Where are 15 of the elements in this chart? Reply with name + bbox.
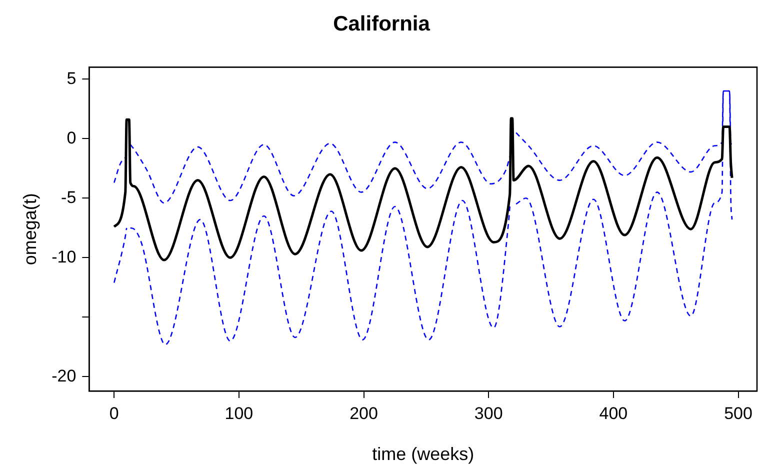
y-tick-label: 0 <box>66 128 76 148</box>
x-tick-label: 300 <box>474 404 503 423</box>
x-tick-label: 200 <box>350 404 378 423</box>
chart-title: California <box>333 12 430 36</box>
y-tick-label: 5 <box>66 68 76 88</box>
x-tick-label: 0 <box>109 404 119 423</box>
y-tick-label: -5 <box>61 188 76 207</box>
y-tick-label: -10 <box>52 247 76 266</box>
y-tick-label: -20 <box>52 366 76 386</box>
x-tick-label: 100 <box>224 404 254 423</box>
x-tick-label: 400 <box>599 404 628 423</box>
x-axis-title: time (weeks) <box>372 444 474 464</box>
y-axis-title: omega(t) <box>20 193 40 266</box>
x-tick-label: 500 <box>724 404 752 423</box>
line-series <box>112 117 734 262</box>
